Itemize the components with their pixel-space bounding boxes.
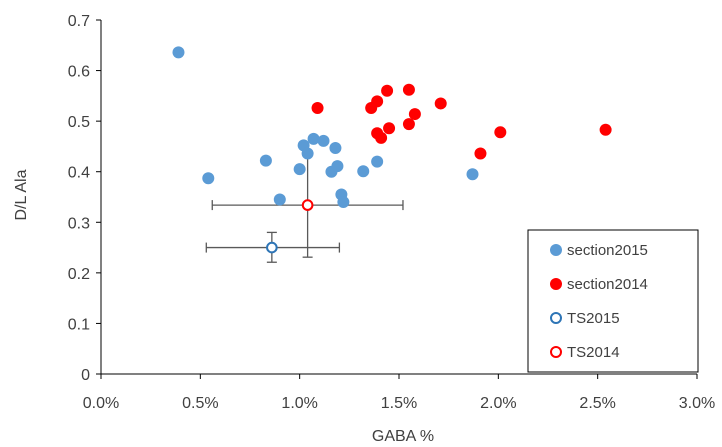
x-tick-label: 2.5% [579, 395, 615, 412]
point-section2015 [466, 168, 479, 181]
legend-entry-ts2014: TS2014 [550, 344, 620, 361]
y-tick-label: 0 [81, 367, 90, 384]
point-section2014 [311, 101, 324, 114]
legend-label-section2015: section2015 [567, 242, 648, 259]
legend-entry-ts2015: TS2015 [550, 310, 620, 327]
point-section2015 [317, 134, 330, 147]
x-tick-label: 1.5% [381, 395, 417, 412]
legend-marker-ts2014 [550, 346, 562, 358]
legend-marker-ts2015 [550, 312, 562, 324]
point-section2015 [202, 172, 215, 185]
point-section2015 [329, 141, 342, 154]
legend-entry-section2014: section2014 [550, 276, 648, 293]
point-section2015 [331, 160, 344, 173]
point-section2014 [371, 95, 384, 108]
point-section2014 [408, 108, 421, 121]
point-section2015 [172, 46, 185, 59]
point-ts2015 [266, 241, 278, 254]
point-section2014 [383, 122, 396, 135]
point-section2014 [434, 97, 447, 110]
legend-label-ts2015: TS2015 [567, 310, 620, 327]
point-section2015 [301, 147, 314, 160]
x-tick-label: 3.0% [679, 395, 715, 412]
point-section2014 [494, 126, 507, 139]
point-section2015 [337, 196, 350, 209]
data-points [172, 46, 612, 254]
legend-marker-section2015 [550, 244, 562, 256]
legend-marker-section2014 [550, 278, 562, 290]
x-tick-label: 1.0% [281, 395, 317, 412]
point-ts2014 [301, 199, 314, 211]
x-tick-label: 0.5% [182, 395, 218, 412]
point-section2014 [375, 131, 388, 144]
point-section2015 [307, 132, 320, 145]
y-tick-label: 0.4 [68, 165, 90, 182]
y-tick-label: 0.7 [68, 13, 90, 30]
y-tick-label: 0.1 [68, 316, 90, 333]
y-tick-label: 0.6 [68, 64, 90, 81]
y-axis: 0 0.1 0.2 0.3 0.4 0.5 0.6 0.7 [68, 13, 101, 384]
point-section2015 [357, 165, 370, 178]
y-tick-label: 0.5 [68, 114, 90, 131]
point-section2015 [273, 193, 286, 206]
point-section2015 [293, 163, 306, 176]
point-section2014 [474, 147, 487, 160]
point-section2014 [402, 118, 415, 131]
y-tick-label: 0.3 [68, 215, 90, 232]
point-section2014 [599, 123, 612, 136]
x-axis-title: GABA % [372, 428, 434, 445]
legend-entry-section2015: section2015 [550, 242, 648, 259]
x-axis: 0.0% 0.5% 1.0% 1.5% 2.0% 2.5% 3.0% [83, 374, 715, 412]
point-section2015 [259, 154, 272, 167]
y-axis-title: D/L Ala [13, 169, 30, 220]
y-tick-label: 0.2 [68, 266, 90, 283]
point-section2015 [371, 155, 384, 168]
point-section2014 [402, 83, 415, 96]
point-section2014 [381, 84, 394, 97]
legend-label-section2014: section2014 [567, 276, 648, 293]
legend-label-ts2014: TS2014 [567, 344, 620, 361]
x-tick-label: 0.0% [83, 395, 119, 412]
legend: section2015 section2014 TS2015 TS2014 [527, 229, 699, 373]
x-tick-label: 2.0% [480, 395, 516, 412]
